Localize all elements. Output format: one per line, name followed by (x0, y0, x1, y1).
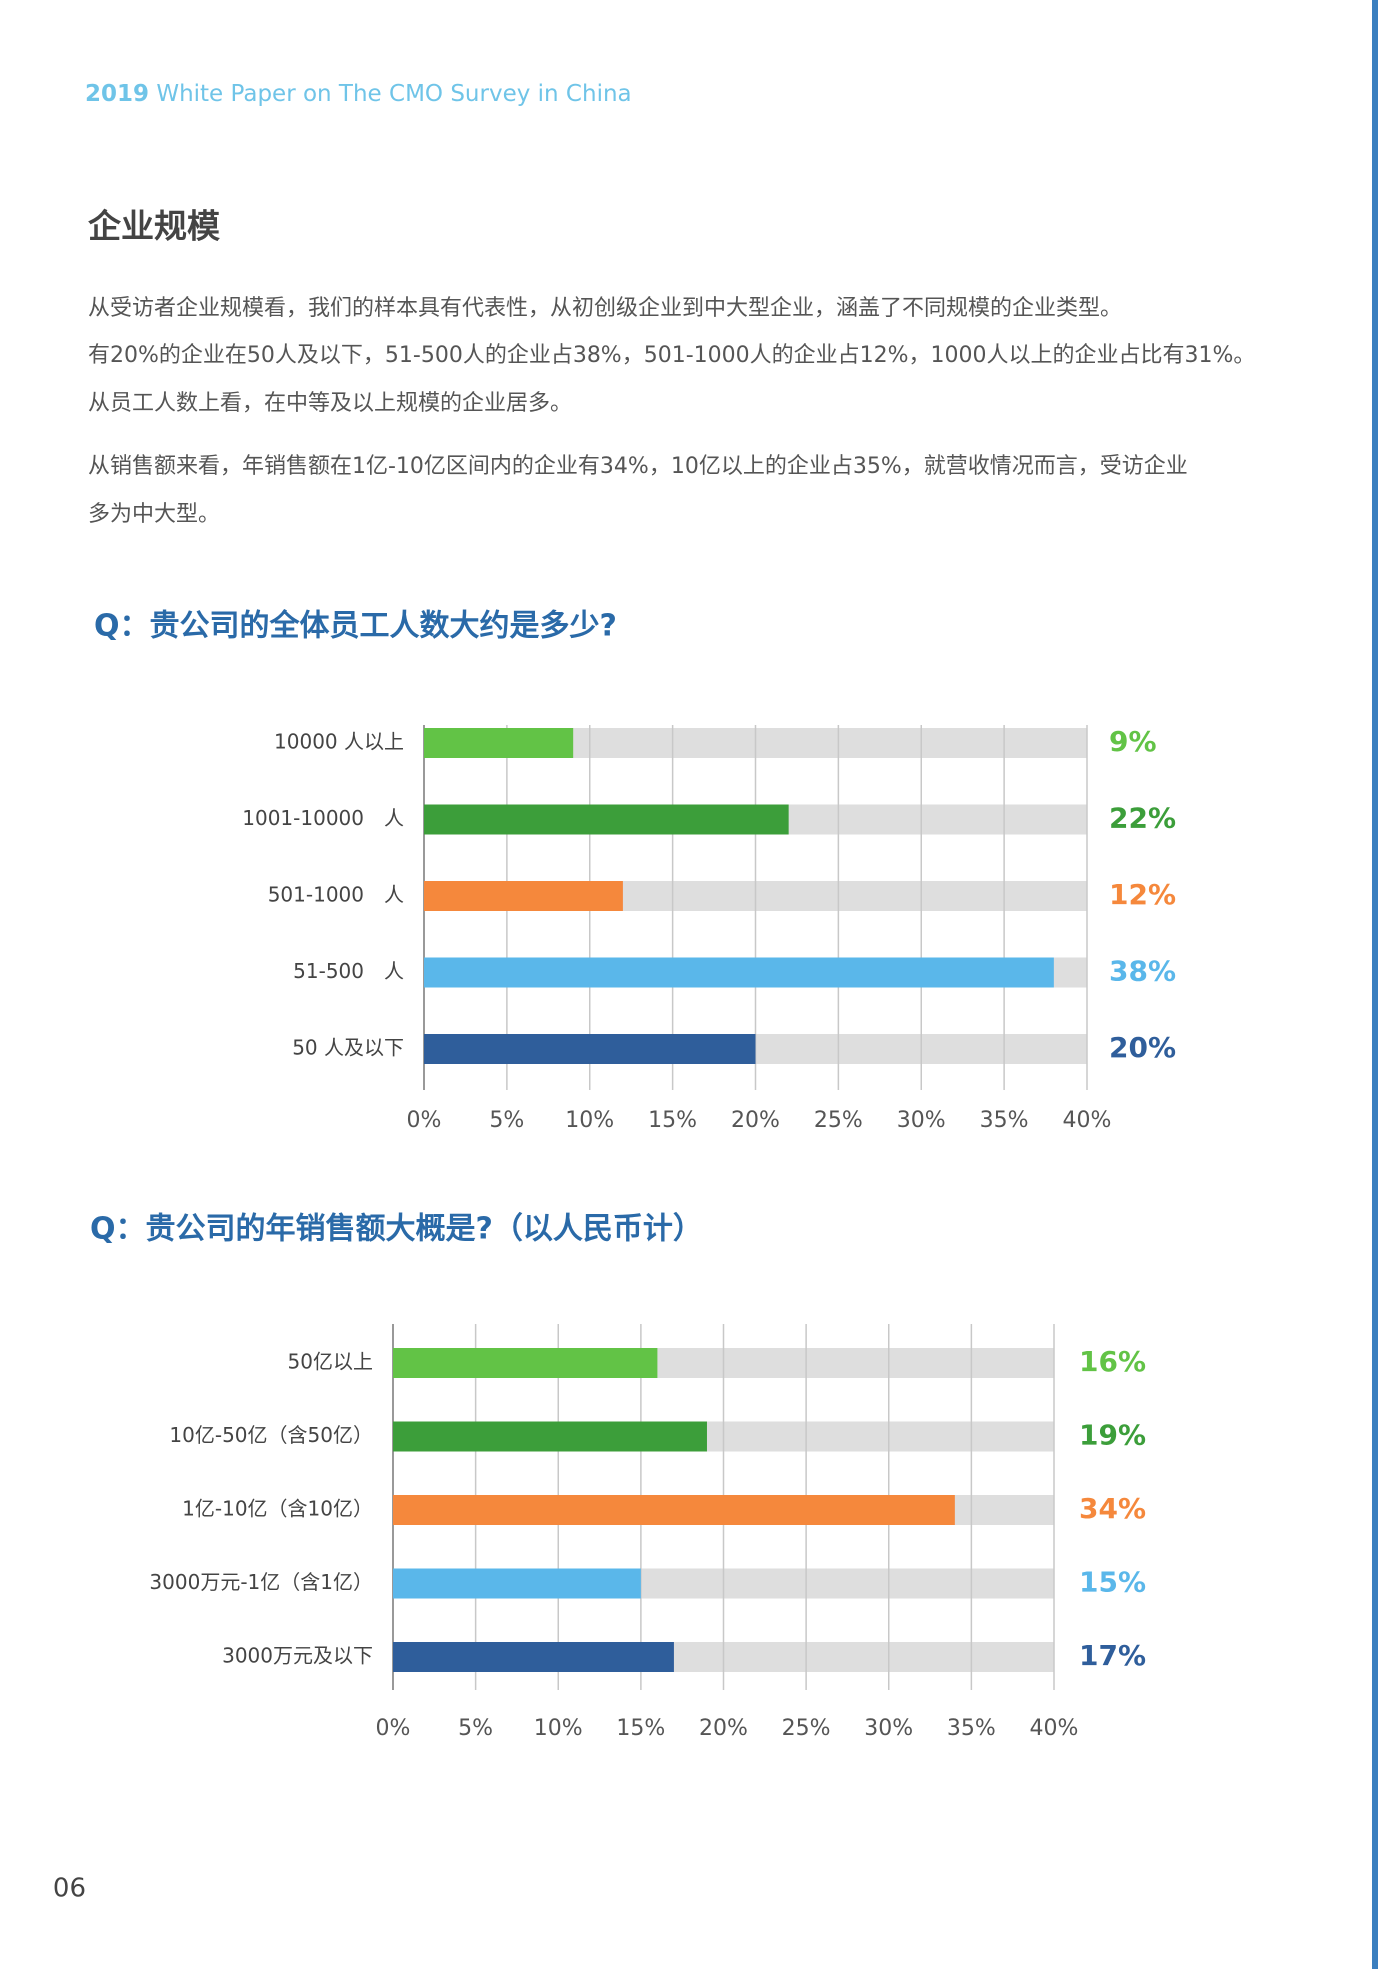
value-label: 20% (1109, 1031, 1176, 1064)
x-tick-label: 5% (489, 1108, 524, 1133)
x-tick-label: 20% (731, 1108, 780, 1133)
paragraph-line: 从受访者企业规模看，我们的样本具有代表性，从初创级企业到中大型企业，涵盖了不同规… (88, 296, 1122, 321)
value-label: 19% (1079, 1419, 1146, 1452)
x-tick-label: 25% (782, 1716, 831, 1741)
paragraph-line: 从销售额来看，年销售额在1亿-10亿区间内的企业有34%，10亿以上的企业占35… (88, 454, 1188, 479)
x-tick-label: 15% (648, 1108, 697, 1133)
value-label: 38% (1109, 955, 1176, 988)
category-label: 51-500 人 (293, 959, 404, 983)
header-title: White Paper on The CMO Survey in China (156, 81, 631, 107)
value-label: 9% (1109, 725, 1157, 758)
paragraph-line: 有20%的企业在50人及以下，51-500人的企业占38%，501-1000人的… (88, 343, 1255, 368)
x-tick-label: 25% (814, 1108, 863, 1133)
bar (424, 728, 574, 758)
x-tick-label: 15% (616, 1716, 665, 1741)
x-tick-label: 10% (565, 1108, 614, 1133)
page-number: 06 (53, 1874, 86, 1904)
value-label: 34% (1079, 1492, 1146, 1525)
category-label: 3000万元-1亿（含1亿） (149, 1570, 373, 1594)
category-label: 50 人及以下 (292, 1036, 404, 1060)
value-label: 15% (1079, 1566, 1146, 1599)
bar (424, 804, 789, 835)
section-heading: 企业规模 (88, 207, 221, 246)
bar (393, 1642, 674, 1672)
edge-bar (1372, 0, 1378, 1969)
category-label: 10亿-50亿（含50亿） (169, 1423, 373, 1447)
bar (424, 957, 1054, 988)
category-label: 3000万元及以下 (222, 1644, 373, 1668)
paragraph-line: 从员工人数上看，在中等及以上规模的企业居多。 (88, 391, 572, 416)
x-tick-label: 20% (699, 1716, 748, 1741)
x-tick-label: 35% (980, 1108, 1029, 1133)
category-label: 1001-10000 人 (242, 806, 404, 830)
value-label: 22% (1109, 802, 1176, 835)
category-label: 1亿-10亿（含10亿） (182, 1497, 373, 1521)
category-label: 50亿以上 (288, 1350, 373, 1374)
x-tick-label: 35% (947, 1716, 996, 1741)
x-tick-label: 0% (376, 1716, 411, 1741)
x-tick-label: 0% (407, 1108, 442, 1133)
value-label: 17% (1079, 1639, 1146, 1672)
bar (393, 1348, 658, 1378)
header-year: 2019 (85, 81, 149, 107)
category-label: 10000 人以上 (274, 730, 404, 754)
category-label: 501-1000 人 (268, 883, 404, 907)
bar (393, 1568, 641, 1599)
x-tick-label: 30% (897, 1108, 946, 1133)
bar (393, 1421, 707, 1452)
paragraph-line: 多为中大型。 (88, 502, 220, 527)
x-tick-label: 40% (1063, 1108, 1112, 1133)
x-tick-label: 10% (534, 1716, 583, 1741)
chart-title: Q：贵公司的年销售额大概是?（以人民币计） (90, 1212, 703, 1247)
x-tick-label: 30% (864, 1716, 913, 1741)
x-tick-label: 40% (1030, 1716, 1079, 1741)
running-header: 2019 White Paper on The CMO Survey in Ch… (85, 81, 632, 107)
bar (424, 881, 623, 911)
bar (424, 1034, 756, 1064)
chart-title: Q：贵公司的全体员工人数大约是多少? (94, 609, 617, 644)
bar (393, 1495, 955, 1525)
x-tick-label: 5% (458, 1716, 493, 1741)
value-label: 12% (1109, 878, 1176, 911)
value-label: 16% (1079, 1345, 1146, 1378)
